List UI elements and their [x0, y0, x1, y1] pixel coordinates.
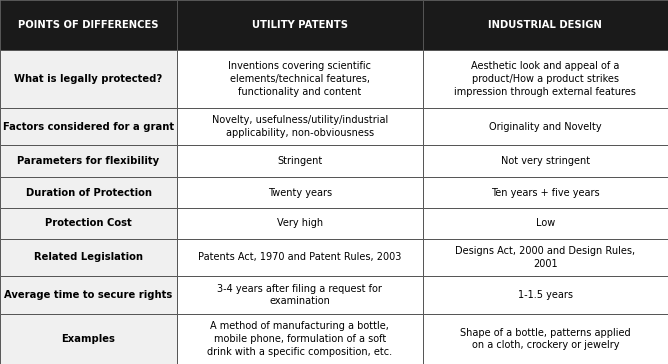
Bar: [0, 276, 177, 314]
Text: Examples: Examples: [61, 334, 116, 344]
Text: Duration of Protection: Duration of Protection: [25, 187, 152, 198]
Text: Originality and Novelty: Originality and Novelty: [489, 122, 602, 132]
Bar: [0, 177, 177, 208]
Bar: [423, 276, 668, 314]
Text: Average time to secure rights: Average time to secure rights: [5, 290, 172, 300]
Bar: [423, 108, 668, 146]
Text: What is legally protected?: What is legally protected?: [15, 74, 162, 84]
Text: Not very stringent: Not very stringent: [501, 156, 590, 166]
Text: Stringent: Stringent: [277, 156, 323, 166]
Text: Very high: Very high: [277, 218, 323, 229]
Text: 3-4 years after filing a request for
examination: 3-4 years after filing a request for exa…: [218, 284, 382, 306]
Bar: [0, 108, 177, 146]
Bar: [0, 0, 177, 50]
Text: Inventions covering scientific
elements/technical features,
functionality and co: Inventions covering scientific elements/…: [228, 61, 371, 97]
Bar: [177, 177, 423, 208]
Bar: [177, 0, 423, 50]
Bar: [177, 146, 423, 177]
Text: A method of manufacturing a bottle,
mobile phone, formulation of a soft
drink wi: A method of manufacturing a bottle, mobi…: [207, 321, 393, 357]
Bar: [423, 208, 668, 239]
Bar: [0, 208, 177, 239]
Text: INDUSTRIAL DESIGN: INDUSTRIAL DESIGN: [488, 20, 603, 30]
Text: UTILITY PATENTS: UTILITY PATENTS: [252, 20, 348, 30]
Text: Designs Act, 2000 and Design Rules,
2001: Designs Act, 2000 and Design Rules, 2001: [456, 246, 635, 269]
Bar: [423, 239, 668, 276]
Text: Shape of a bottle, patterns applied
on a cloth, crockery or jewelry: Shape of a bottle, patterns applied on a…: [460, 328, 631, 351]
Bar: [0, 146, 177, 177]
Text: Related Legislation: Related Legislation: [34, 253, 143, 262]
Bar: [0, 239, 177, 276]
Bar: [423, 0, 668, 50]
Text: Twenty years: Twenty years: [268, 187, 332, 198]
Bar: [177, 50, 423, 108]
Text: POINTS OF DIFFERENCES: POINTS OF DIFFERENCES: [18, 20, 159, 30]
Text: Ten years + five years: Ten years + five years: [491, 187, 600, 198]
Bar: [423, 146, 668, 177]
Text: Novelty, usefulness/utility/industrial
applicability, non-obviousness: Novelty, usefulness/utility/industrial a…: [212, 115, 388, 138]
Text: Patents Act, 1970 and Patent Rules, 2003: Patents Act, 1970 and Patent Rules, 2003: [198, 253, 401, 262]
Bar: [0, 314, 177, 364]
Text: Low: Low: [536, 218, 555, 229]
Text: Parameters for flexibility: Parameters for flexibility: [17, 156, 160, 166]
Bar: [177, 314, 423, 364]
Bar: [0, 50, 177, 108]
Bar: [423, 50, 668, 108]
Text: Factors considered for a grant: Factors considered for a grant: [3, 122, 174, 132]
Bar: [177, 208, 423, 239]
Bar: [177, 108, 423, 146]
Bar: [423, 177, 668, 208]
Bar: [423, 314, 668, 364]
Text: Aesthetic look and appeal of a
product/How a product strikes
impression through : Aesthetic look and appeal of a product/H…: [454, 61, 637, 97]
Text: Protection Cost: Protection Cost: [45, 218, 132, 229]
Bar: [177, 239, 423, 276]
Bar: [177, 276, 423, 314]
Text: 1-1.5 years: 1-1.5 years: [518, 290, 573, 300]
